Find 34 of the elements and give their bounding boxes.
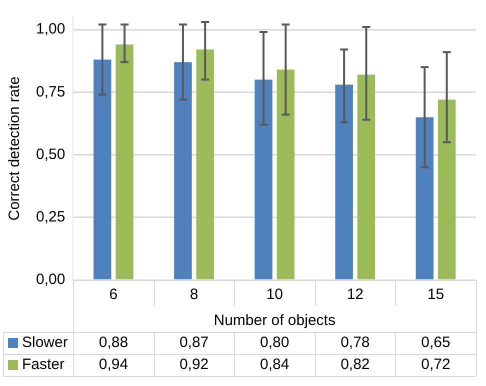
bar <box>438 100 456 280</box>
legend-label: Slower <box>22 334 68 352</box>
bar <box>357 74 376 280</box>
y-tick-label: 0,25 <box>36 208 66 226</box>
data-label: 0,80 <box>260 334 290 352</box>
x-tick-label: 10 <box>266 286 283 304</box>
y-tick-label: 0,75 <box>36 83 66 100</box>
y-tick-label: 0,50 <box>36 146 66 163</box>
data-label: 0,72 <box>421 356 450 374</box>
data-label: 0,94 <box>98 356 128 374</box>
x-tick-label: 12 <box>346 286 364 304</box>
bar <box>276 70 295 280</box>
data-label: 0,84 <box>260 356 290 374</box>
data-label: 0,78 <box>340 334 370 352</box>
x-tick-label: 8 <box>190 286 198 304</box>
x-axis-title: Number of objects <box>214 312 336 330</box>
y-axis-title: Correct detection rate <box>6 76 24 221</box>
bar <box>174 62 192 280</box>
y-tick-label: 1,00 <box>36 20 66 38</box>
bar <box>416 117 434 280</box>
y-tick-label: 0,00 <box>36 271 66 288</box>
legend-label: Faster <box>22 356 65 374</box>
bar <box>116 44 134 280</box>
bar <box>254 80 272 280</box>
x-tick-label: 6 <box>109 286 118 304</box>
bar <box>335 84 353 280</box>
data-label: 0,88 <box>98 334 128 352</box>
data-label: 0,82 <box>340 356 370 374</box>
x-tick-label: 15 <box>427 286 444 304</box>
bar <box>94 60 112 280</box>
bar <box>196 50 214 280</box>
data-label: 0,92 <box>179 356 209 374</box>
data-label: 0,87 <box>179 334 209 352</box>
data-label: 0,65 <box>421 334 450 352</box>
